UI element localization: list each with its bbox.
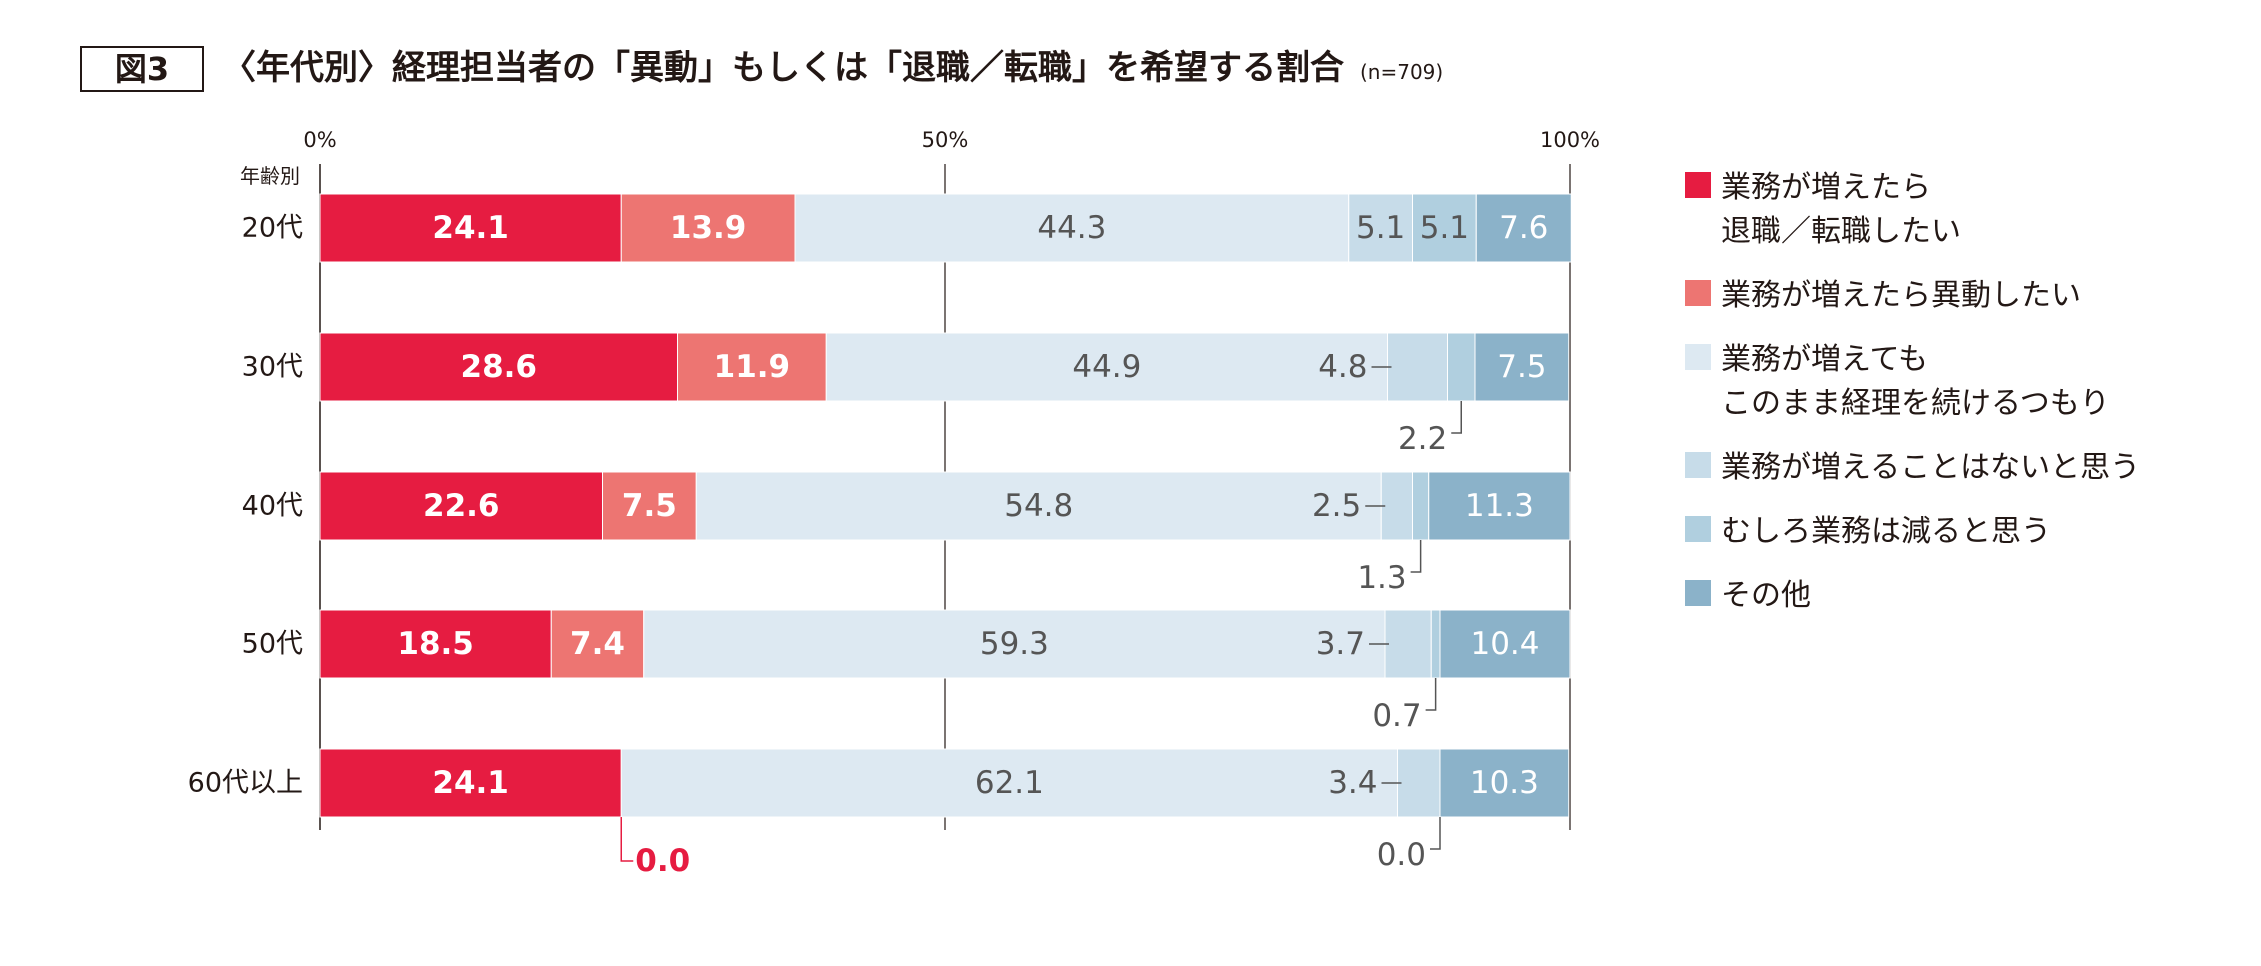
figure-label: 図3 [80, 46, 204, 92]
category-label: 60代以上 [188, 768, 303, 799]
bar-segment [1412, 471, 1430, 541]
bar-segment [319, 609, 552, 679]
legend-swatch [1685, 280, 1711, 306]
data-label: 10.3 [1470, 765, 1539, 801]
bar-segment [1447, 332, 1476, 402]
data-label: 7.5 [1497, 349, 1546, 385]
bar-segment [620, 193, 796, 263]
bar-segment [1439, 609, 1571, 679]
data-label: 13.9 [670, 210, 747, 246]
bar-segment [319, 332, 678, 402]
data-label: 44.9 [1072, 349, 1141, 385]
legend-item: 業務が増えたら異動したい [1685, 274, 2140, 318]
data-label: 7.6 [1499, 210, 1548, 246]
bar-segment [602, 471, 697, 541]
bar-segment [643, 609, 1386, 679]
data-label: 22.6 [423, 488, 500, 524]
legend-swatch [1685, 516, 1711, 542]
x-tick-label: 100% [1540, 128, 1600, 152]
bar-segment [550, 609, 645, 679]
data-label: 54.8 [1004, 488, 1073, 524]
chart-legend: 業務が増えたら 退職／転職したい業務が増えたら異動したい業務が増えても このまま… [1685, 166, 2140, 638]
category-label: 40代 [242, 491, 303, 522]
bar-segment [1384, 609, 1432, 679]
legend-swatch [1685, 452, 1711, 478]
legend-item: 業務が増えても このまま経理を続けるつもり [1685, 338, 2140, 426]
bar-segment [1387, 332, 1448, 402]
legend-item: 業務が増えることはないと思う [1685, 446, 2140, 490]
bar-segment [1475, 193, 1572, 263]
category-label: 20代 [242, 213, 303, 244]
legend-swatch [1685, 580, 1711, 606]
bar-segment [794, 193, 1350, 263]
legend-item: むしろ業務は減ると思う [1685, 510, 2140, 554]
bar-segment [319, 748, 622, 818]
chart-title: 〈年代別〉経理担当者の「異動」もしくは「退職／転職」を希望する割合 (n=709) [222, 44, 1443, 96]
category-label: 30代 [242, 352, 303, 383]
data-label: 24.1 [432, 765, 509, 801]
data-label: 0.0 [635, 843, 690, 879]
data-label: 11.9 [714, 349, 791, 385]
data-label: 2.2 [1398, 421, 1447, 457]
bar-segment [319, 193, 622, 263]
data-label: 7.5 [622, 488, 677, 524]
leader-line [1425, 678, 1437, 711]
data-label: 0.7 [1372, 698, 1421, 734]
data-label: 28.6 [461, 349, 538, 385]
data-label: 10.4 [1470, 626, 1539, 662]
leader-line [620, 817, 634, 862]
bar-segment [677, 332, 827, 402]
data-label: 5.1 [1420, 210, 1469, 246]
legend-item: 業務が増えたら 退職／転職したい [1685, 166, 2140, 254]
legend-label: むしろ業務は減ると思う [1721, 514, 2051, 549]
data-label: 7.4 [570, 626, 625, 662]
bar-segment [1474, 332, 1570, 402]
legend-swatch [1685, 344, 1711, 370]
data-label: 3.7 [1316, 626, 1365, 662]
data-label: 62.1 [975, 765, 1044, 801]
data-label: 24.1 [432, 210, 509, 246]
data-label: 4.8 [1318, 349, 1367, 385]
data-label: 59.3 [980, 626, 1049, 662]
bar-segment [825, 332, 1388, 402]
legend-item: その他 [1685, 574, 2140, 618]
bar-segment [1380, 471, 1413, 541]
data-label: 18.5 [397, 626, 474, 662]
bar-segment [1430, 609, 1441, 679]
bar-segment [1428, 471, 1571, 541]
leader-line [1430, 817, 1441, 850]
chart-title-text: 〈年代別〉経理担当者の「異動」もしくは「退職／転職」を希望する割合 [222, 48, 1344, 88]
data-label: 2.5 [1312, 488, 1361, 524]
data-label: 3.4 [1328, 765, 1377, 801]
legend-label: 業務が増えたら 退職／転職したい [1721, 170, 1961, 249]
bar-segment [620, 748, 1398, 818]
legend-label: 業務が増えても このまま経理を続けるつもり [1721, 342, 2110, 421]
legend-swatch [1685, 172, 1711, 198]
bar-segment [319, 471, 603, 541]
bar-segment [1439, 748, 1570, 818]
data-label: 5.1 [1356, 210, 1405, 246]
legend-label: 業務が増えたら異動したい [1721, 278, 2081, 313]
data-label: 44.3 [1037, 210, 1106, 246]
data-label: 11.3 [1465, 488, 1534, 524]
leader-line [1451, 401, 1462, 434]
data-label: 0.0 [1377, 837, 1426, 873]
bar-segment [1397, 748, 1441, 818]
legend-label: その他 [1721, 578, 1811, 613]
category-label: 50代 [242, 629, 303, 660]
x-tick-label: 0% [303, 128, 336, 152]
legend-label: 業務が増えることはないと思う [1721, 450, 2141, 485]
x-tick-label: 50% [922, 128, 969, 152]
bar-segment [1412, 193, 1477, 263]
category-axis-label: 年齢別 [240, 164, 300, 188]
leader-line [1410, 540, 1422, 573]
sample-size-note: (n=709) [1360, 60, 1444, 84]
bar-segment [695, 471, 1382, 541]
data-label: 1.3 [1357, 560, 1406, 596]
